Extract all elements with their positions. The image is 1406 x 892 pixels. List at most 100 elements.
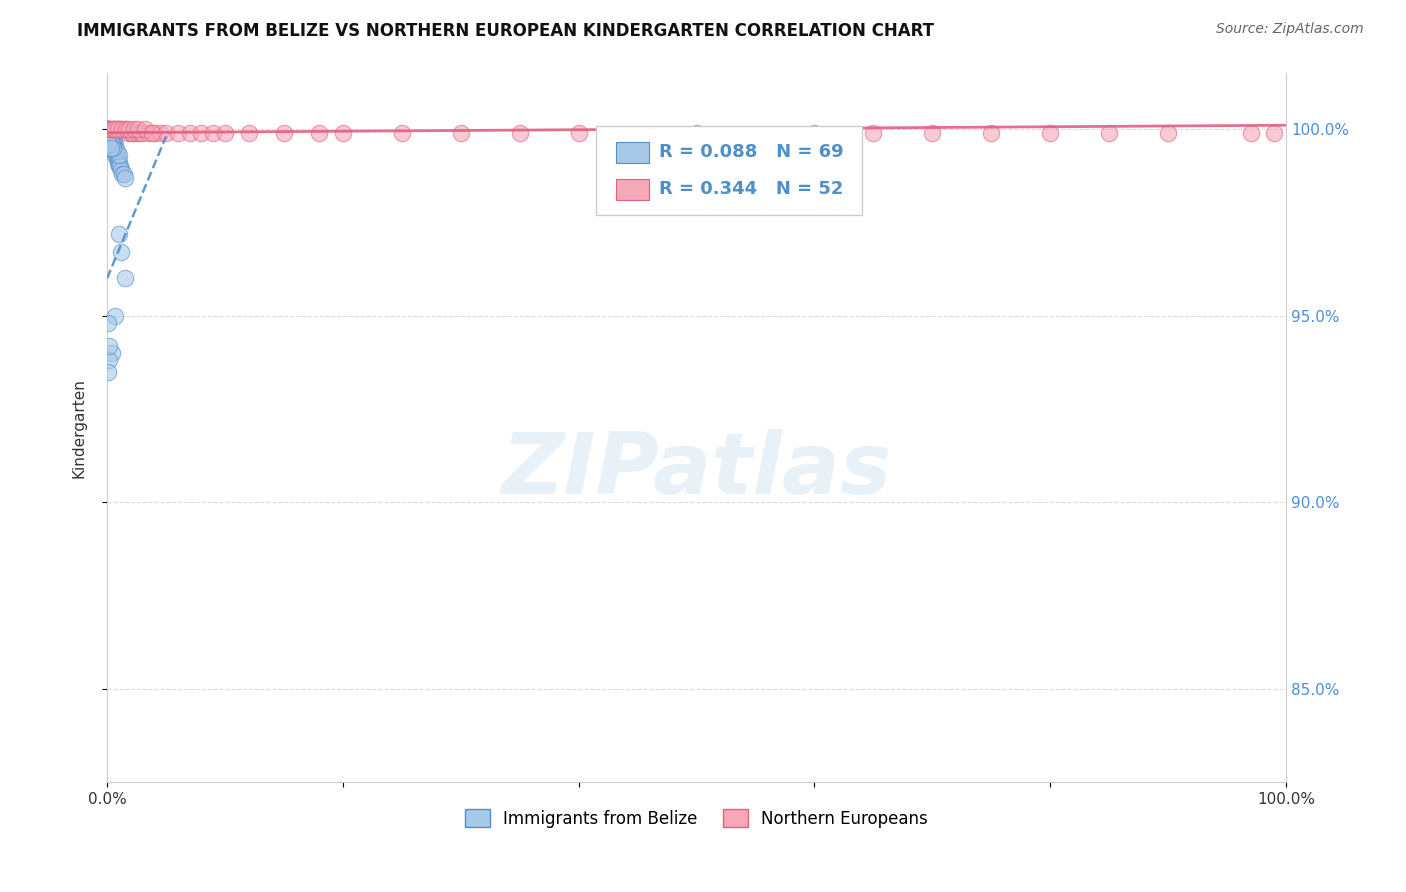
Point bbox=[103, 145, 125, 159]
Point bbox=[129, 126, 152, 140]
Point bbox=[100, 126, 122, 140]
Point bbox=[1039, 126, 1062, 140]
Point bbox=[803, 126, 825, 140]
FancyBboxPatch shape bbox=[596, 126, 862, 215]
Point bbox=[134, 122, 156, 136]
Point bbox=[1157, 126, 1180, 140]
Point bbox=[97, 126, 120, 140]
Point bbox=[97, 133, 120, 147]
Point bbox=[97, 365, 120, 379]
Point bbox=[98, 136, 121, 151]
Point bbox=[97, 126, 120, 140]
Point bbox=[98, 126, 121, 140]
Point bbox=[104, 309, 127, 323]
Point bbox=[97, 129, 120, 144]
Point bbox=[100, 133, 122, 147]
Point bbox=[110, 122, 132, 136]
Point bbox=[391, 126, 413, 140]
Point bbox=[101, 129, 124, 144]
Point bbox=[101, 136, 124, 151]
Point bbox=[202, 126, 225, 140]
Point bbox=[101, 133, 124, 147]
Point bbox=[110, 245, 132, 260]
Point bbox=[101, 122, 124, 136]
Point bbox=[97, 126, 120, 140]
Point bbox=[100, 122, 122, 136]
Point bbox=[98, 338, 121, 352]
Point bbox=[214, 126, 236, 140]
Point bbox=[122, 122, 145, 136]
Point bbox=[97, 122, 120, 136]
Point bbox=[97, 126, 120, 140]
Point bbox=[101, 136, 124, 151]
FancyBboxPatch shape bbox=[616, 178, 650, 200]
Point bbox=[107, 122, 129, 136]
Point bbox=[98, 129, 121, 144]
Point bbox=[104, 122, 127, 136]
Point bbox=[111, 122, 134, 136]
Point bbox=[97, 122, 120, 136]
Point bbox=[1098, 126, 1121, 140]
Point bbox=[104, 145, 127, 159]
Point bbox=[141, 126, 163, 140]
Point bbox=[117, 126, 139, 140]
Point bbox=[100, 141, 122, 155]
Point bbox=[104, 148, 127, 162]
Point bbox=[101, 141, 124, 155]
Point bbox=[450, 126, 472, 140]
Point bbox=[98, 129, 121, 144]
Point bbox=[166, 126, 188, 140]
Point bbox=[103, 122, 125, 136]
Point bbox=[131, 126, 153, 140]
Point bbox=[509, 126, 531, 140]
Point bbox=[101, 136, 124, 151]
Point bbox=[190, 126, 212, 140]
Point bbox=[104, 136, 127, 151]
Point bbox=[101, 136, 124, 151]
Point bbox=[108, 159, 131, 173]
Point bbox=[114, 122, 136, 136]
Point bbox=[108, 159, 131, 173]
Point bbox=[101, 133, 124, 147]
Point bbox=[115, 122, 138, 136]
Point bbox=[149, 126, 172, 140]
Point bbox=[108, 227, 131, 241]
Point bbox=[98, 129, 121, 144]
Point bbox=[98, 122, 121, 136]
Point bbox=[114, 271, 136, 285]
Point bbox=[100, 133, 122, 147]
Point bbox=[862, 126, 884, 140]
Point bbox=[101, 346, 124, 360]
Point bbox=[107, 152, 129, 166]
Point bbox=[98, 129, 121, 144]
Point bbox=[114, 170, 136, 185]
Point bbox=[127, 122, 149, 136]
Point bbox=[100, 133, 122, 147]
Point bbox=[108, 148, 131, 162]
Point bbox=[97, 129, 120, 144]
Point bbox=[105, 145, 128, 159]
Text: IMMIGRANTS FROM BELIZE VS NORTHERN EUROPEAN KINDERGARTEN CORRELATION CHART: IMMIGRANTS FROM BELIZE VS NORTHERN EUROP… bbox=[77, 22, 935, 40]
Point bbox=[101, 141, 124, 155]
Point bbox=[97, 316, 120, 330]
Point bbox=[125, 126, 148, 140]
Point bbox=[98, 353, 121, 368]
Legend: Immigrants from Belize, Northern Europeans: Immigrants from Belize, Northern Europea… bbox=[458, 803, 935, 834]
Point bbox=[110, 163, 132, 178]
Point bbox=[105, 152, 128, 166]
Point bbox=[103, 141, 125, 155]
Y-axis label: Kindergarten: Kindergarten bbox=[72, 377, 86, 477]
Point bbox=[118, 122, 141, 136]
Point bbox=[122, 126, 145, 140]
Point bbox=[107, 155, 129, 169]
Point bbox=[138, 126, 160, 140]
Point bbox=[332, 126, 354, 140]
Point bbox=[1239, 126, 1261, 140]
Point bbox=[143, 126, 166, 140]
Point bbox=[238, 126, 260, 140]
Point bbox=[273, 126, 295, 140]
Point bbox=[155, 126, 177, 140]
Point bbox=[101, 136, 124, 151]
Point bbox=[105, 148, 128, 162]
Point bbox=[100, 129, 122, 144]
